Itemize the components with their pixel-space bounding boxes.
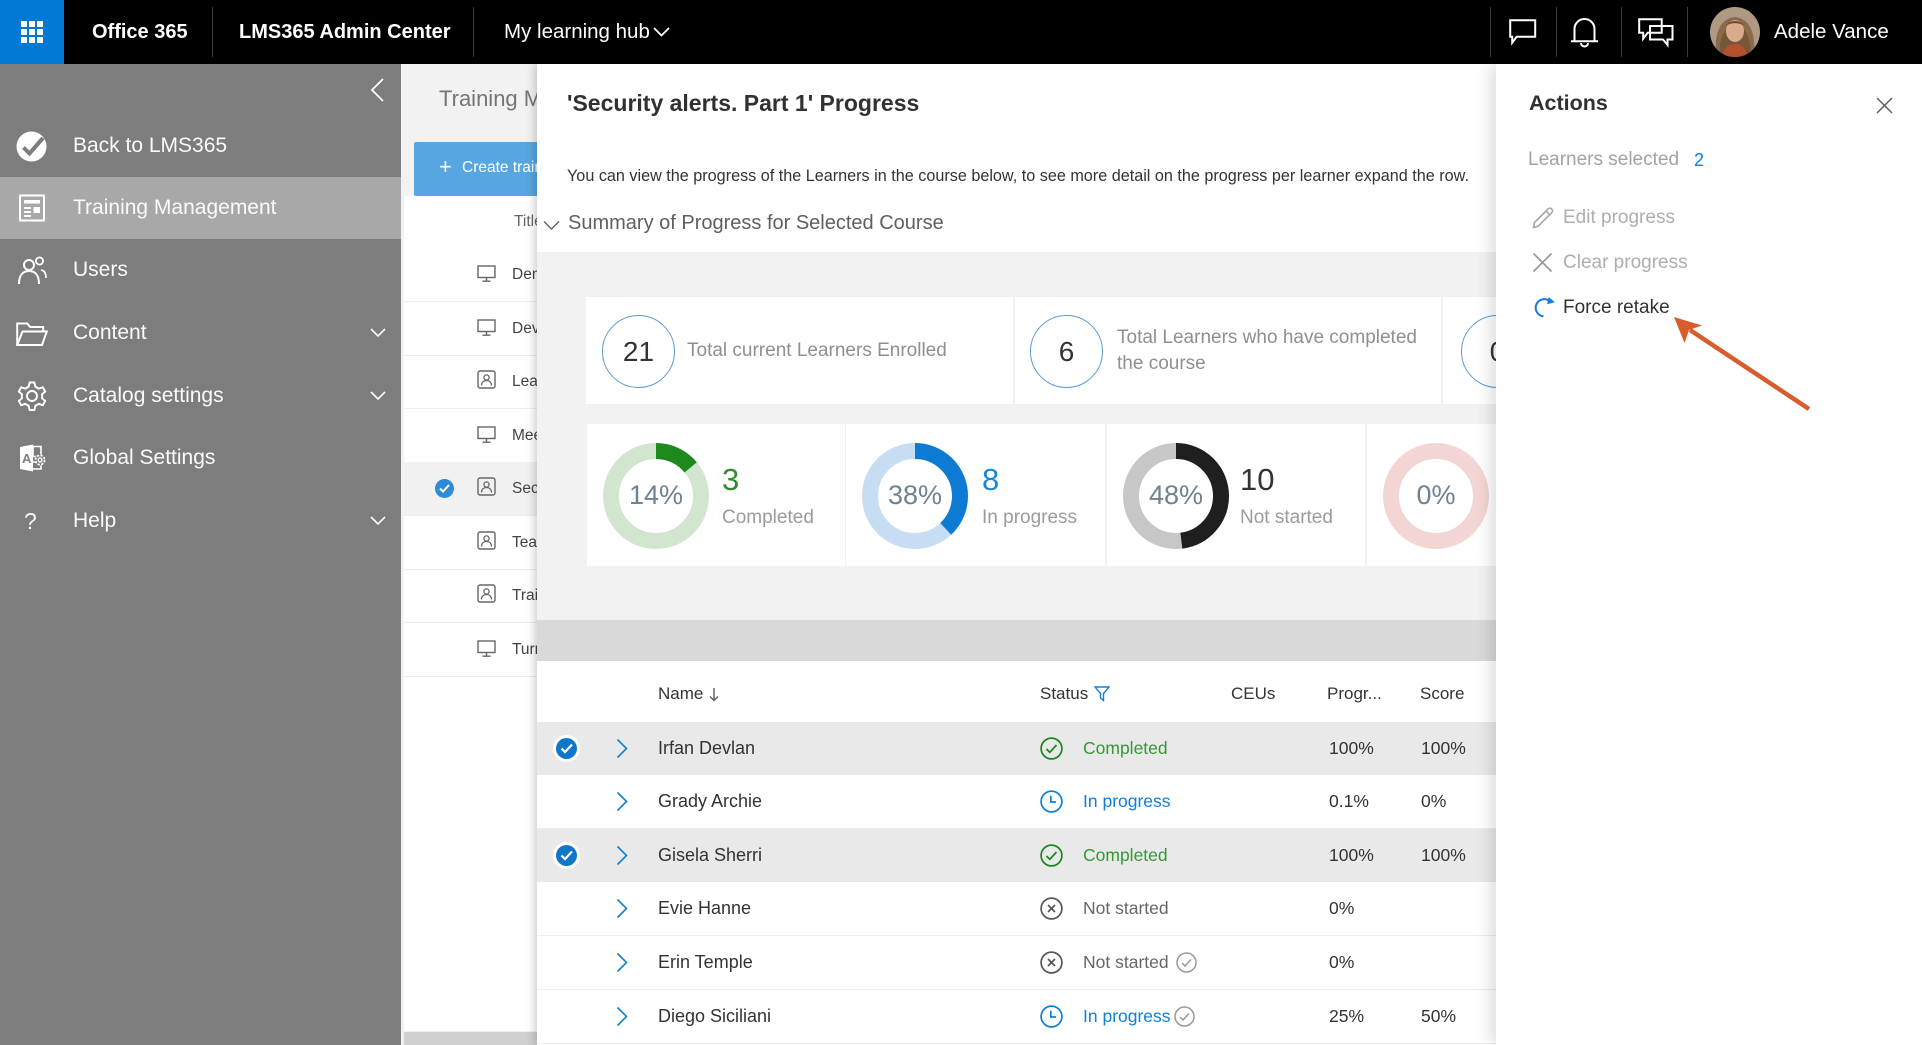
svg-text:A: A	[22, 451, 32, 466]
